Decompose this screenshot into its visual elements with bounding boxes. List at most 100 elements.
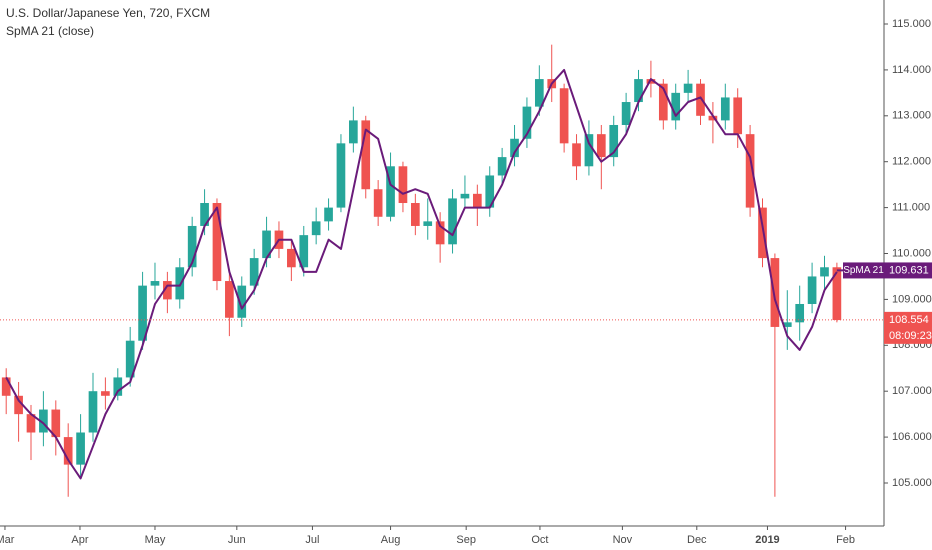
y-tick-label: 106.000	[892, 431, 932, 443]
candle-body	[1, 377, 11, 396]
candle-body	[534, 79, 544, 107]
candle-body	[596, 134, 606, 158]
candle-body	[125, 340, 135, 378]
candle-body	[683, 83, 693, 93]
candle-body	[361, 120, 371, 190]
sma-line	[5, 68, 838, 480]
candle-body	[696, 83, 705, 116]
candle-body	[559, 88, 569, 144]
candle-body	[770, 258, 780, 327]
candle-body	[324, 207, 333, 222]
candle-body	[175, 267, 185, 300]
y-tick-label: 105.000	[892, 477, 932, 489]
candle-body	[76, 432, 85, 465]
candle-body	[249, 258, 259, 286]
y-tick-label: 115.000	[892, 18, 931, 30]
candle-body	[820, 267, 829, 277]
last-price-box	[884, 311, 932, 344]
plot-area	[1, 44, 842, 497]
candle-body	[435, 221, 445, 245]
countdown-label: 08:09:23	[889, 330, 932, 342]
candle-body	[88, 391, 98, 433]
chart-title: U.S. Dollar/Japanese Yen, 720, FXCM	[6, 6, 210, 20]
candle-body	[39, 409, 48, 433]
last-price-label: 108.554	[889, 314, 929, 326]
y-tick-label: 111.000	[892, 202, 930, 214]
candle-body	[26, 414, 36, 433]
candle-body	[621, 102, 631, 125]
x-tick-label: Sep	[456, 534, 476, 546]
candle-body	[187, 225, 197, 268]
candle-body	[349, 120, 358, 144]
candle-body	[832, 267, 842, 321]
y-tick-label: 114.000	[892, 64, 931, 76]
candle-body	[51, 409, 61, 438]
x-tick-label: Apr	[71, 534, 88, 546]
candle-body	[658, 83, 668, 121]
candle-body	[138, 285, 147, 341]
x-tick-label: Feb	[836, 534, 855, 546]
legend-box	[843, 262, 884, 279]
candle-body	[634, 79, 643, 103]
candle-body	[510, 138, 519, 158]
candle-body	[336, 143, 346, 208]
candle-body	[287, 248, 296, 268]
x-tick-label: Jun	[228, 534, 246, 546]
legend-label: SpMA 21	[843, 265, 884, 276]
y-tick-label: 107.000	[892, 385, 932, 397]
candle-body	[63, 437, 73, 465]
candle-body	[733, 97, 743, 135]
candle-body	[262, 230, 271, 259]
x-tick-label: 2019	[755, 534, 779, 546]
candle-body	[14, 395, 23, 415]
candle-body	[398, 166, 408, 204]
candle-body	[646, 79, 656, 84]
candle-body	[522, 106, 532, 139]
x-tick-label: Mar	[0, 534, 15, 546]
x-tick-label: Oct	[531, 534, 548, 546]
candle-body	[795, 303, 805, 323]
candle-body	[299, 235, 309, 268]
x-tick-label: Dec	[687, 534, 707, 546]
candle-body	[448, 198, 457, 245]
y-tick-label: 113.000	[892, 110, 931, 122]
x-tick-label: May	[145, 534, 166, 546]
candle-body	[411, 203, 420, 226]
x-tick-label: Jul	[305, 534, 319, 546]
candle-body	[200, 203, 209, 226]
candle-body	[460, 193, 470, 199]
candle-body	[472, 193, 482, 208]
sma-value-box	[884, 262, 932, 279]
candle-body	[311, 221, 321, 236]
x-tick-label: Nov	[613, 534, 633, 546]
candle-body	[150, 281, 160, 286]
candle-body	[113, 377, 123, 396]
candle-body	[782, 322, 792, 327]
candle-body	[609, 124, 619, 158]
candle-body	[745, 134, 755, 208]
candle-body	[584, 134, 594, 167]
candle-body	[758, 207, 767, 259]
candle-body	[163, 281, 172, 300]
candle-body	[485, 175, 495, 208]
chart-subtitle: SpMA 21 (close)	[6, 24, 94, 38]
candle-body	[212, 203, 222, 282]
candle-body	[237, 285, 247, 318]
candle-body	[101, 391, 110, 396]
candle-body	[497, 157, 507, 176]
candle-body	[720, 97, 730, 121]
candle-body	[225, 281, 234, 318]
candle-body	[671, 92, 681, 121]
candle-body	[807, 276, 817, 304]
x-tick-label: Aug	[381, 534, 401, 546]
candle-body	[386, 166, 395, 217]
y-tick-label: 112.000	[892, 156, 931, 168]
y-tick-label: 110.000	[892, 247, 931, 259]
candle-body	[373, 189, 383, 217]
y-tick-label: 109.000	[892, 293, 932, 305]
candle-body	[572, 143, 581, 167]
candle-body	[423, 221, 433, 226]
sma-value-label: 109.631	[889, 264, 929, 276]
